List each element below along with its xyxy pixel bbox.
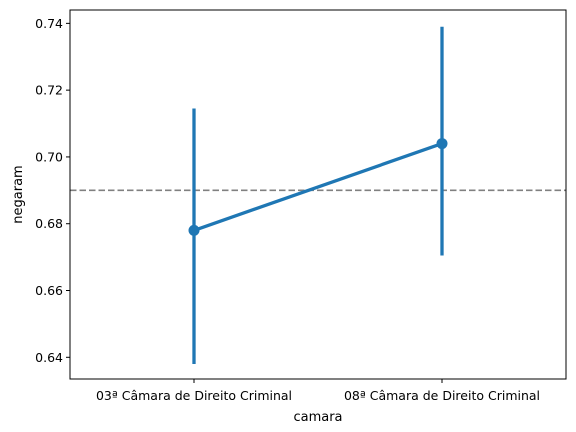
x-tick-label: 03ª Câmara de Direito Criminal bbox=[96, 388, 292, 403]
y-tick-label: 0.68 bbox=[35, 216, 63, 231]
x-tick-label: 08ª Câmara de Direito Criminal bbox=[344, 388, 540, 403]
y-tick-label: 0.66 bbox=[35, 283, 63, 298]
y-tick-label: 0.74 bbox=[35, 16, 63, 31]
x-axis-label: camara bbox=[293, 410, 342, 425]
y-tick-label: 0.70 bbox=[35, 149, 63, 164]
data-point bbox=[189, 225, 200, 236]
y-axis-label: negaram bbox=[11, 165, 26, 223]
y-tick-label: 0.64 bbox=[35, 350, 63, 365]
data-point bbox=[437, 138, 448, 149]
y-tick-label: 0.72 bbox=[35, 83, 63, 98]
